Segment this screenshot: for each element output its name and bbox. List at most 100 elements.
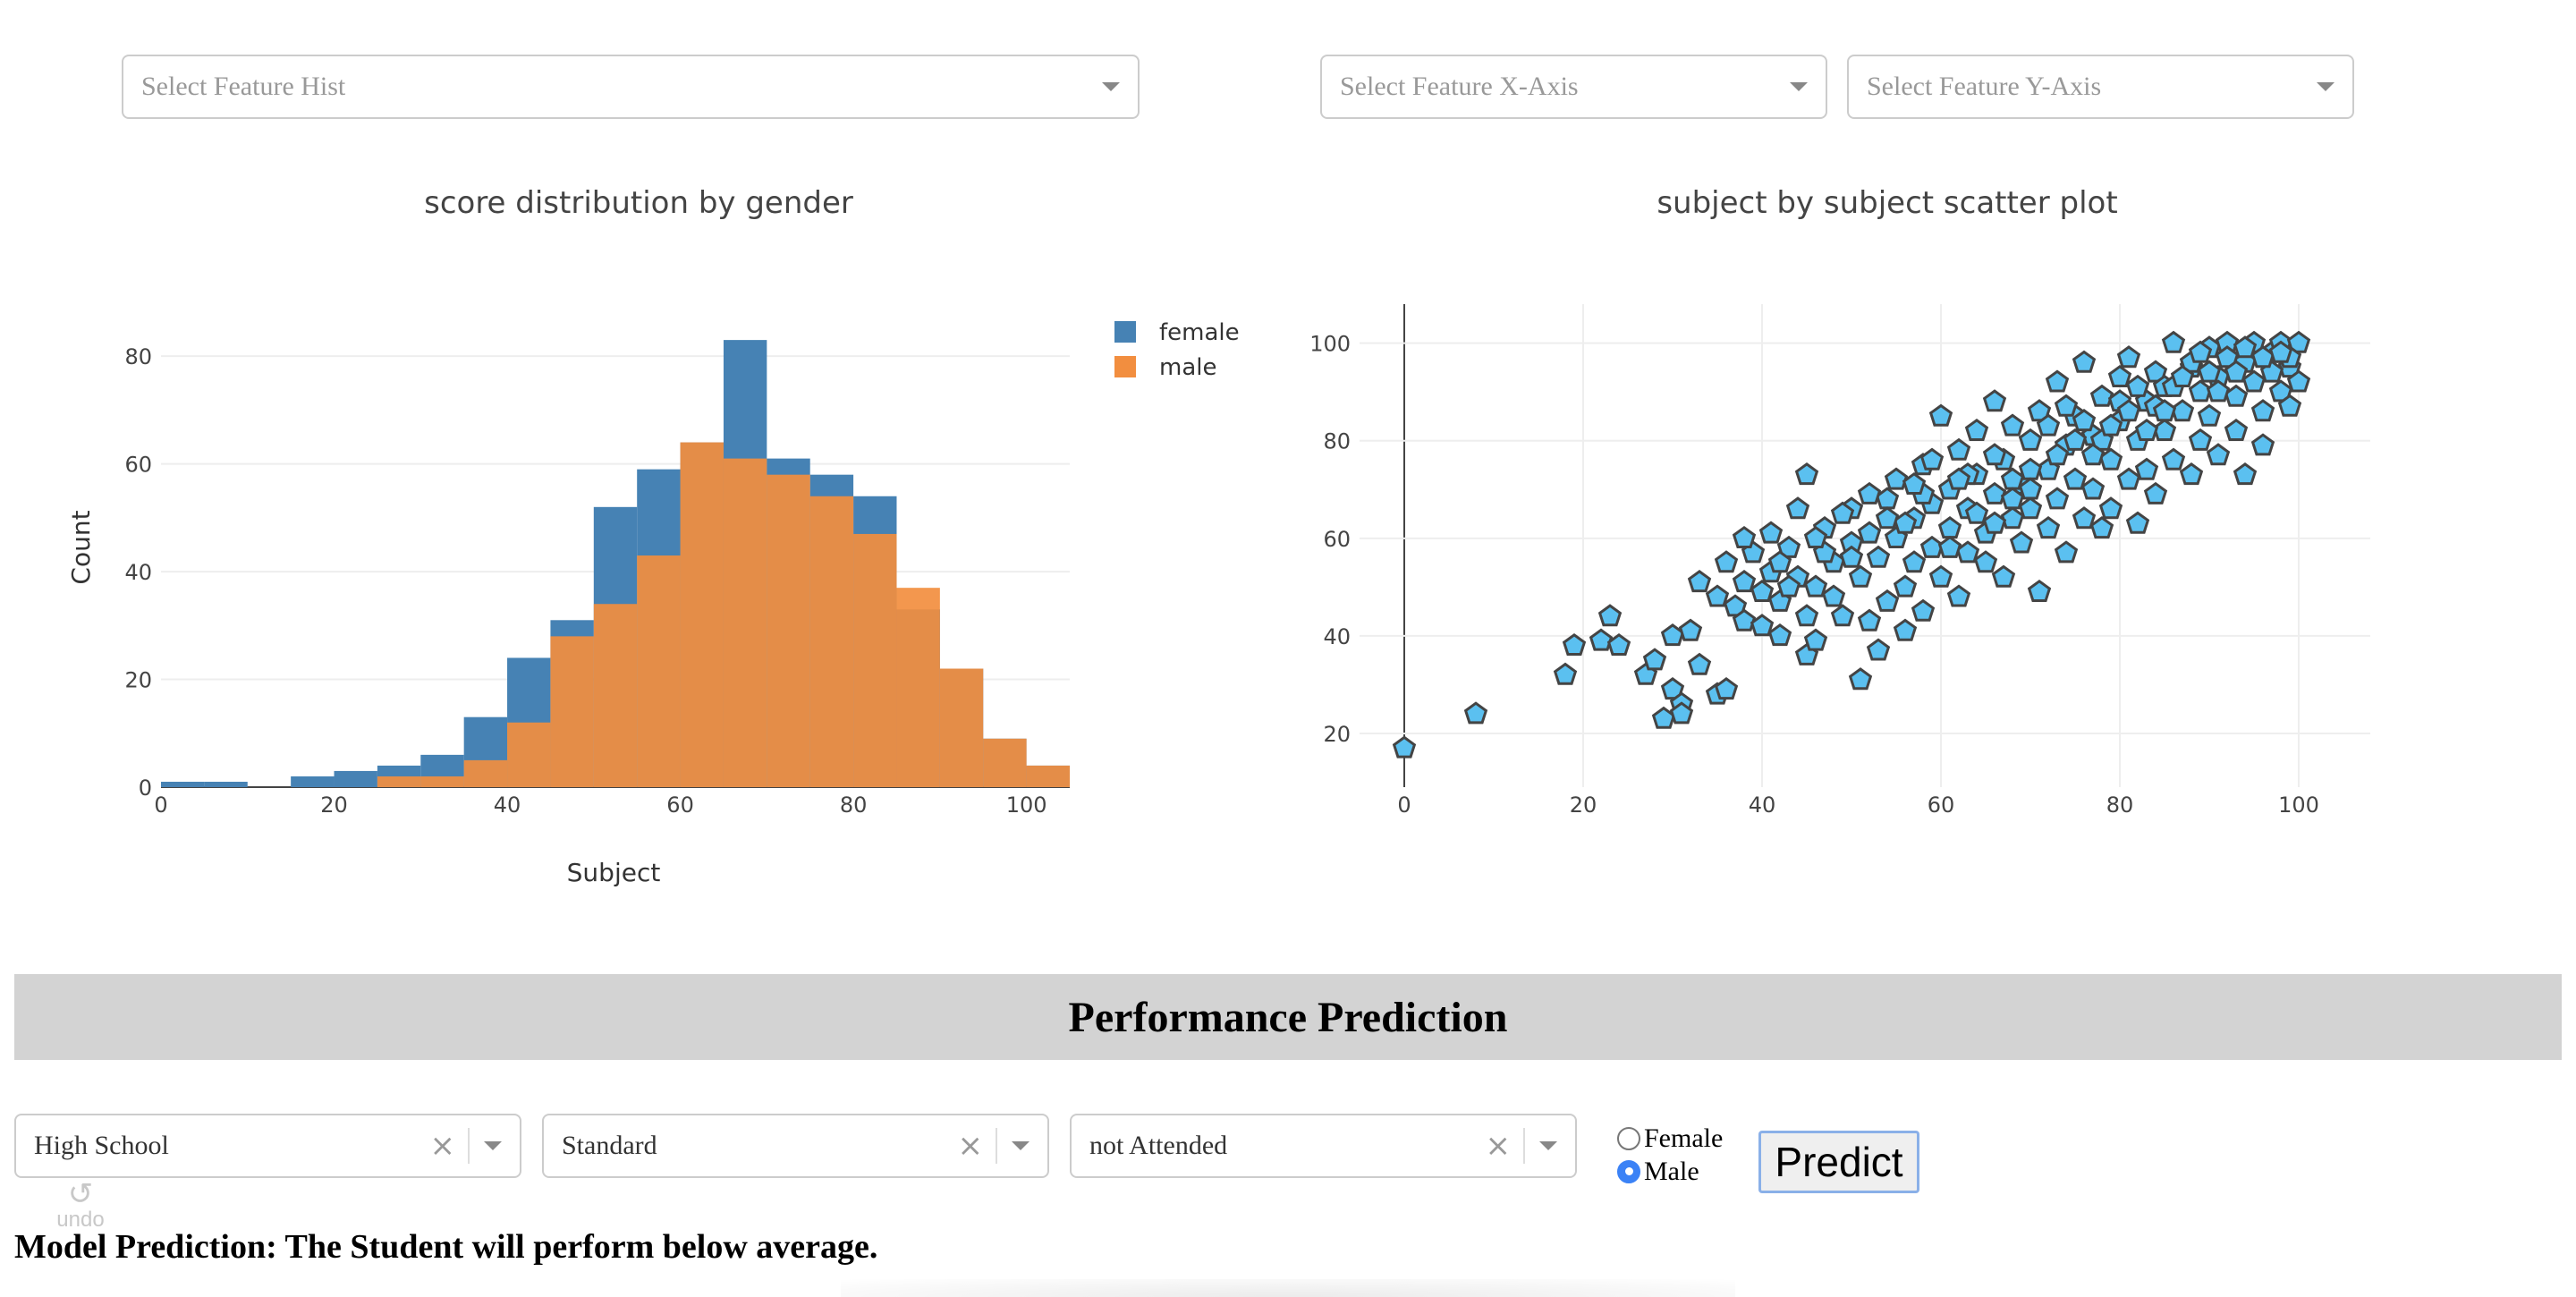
- x-tick-label: 0: [154, 793, 167, 818]
- chevron-down-icon[interactable]: [484, 1141, 502, 1150]
- bar-female: [204, 781, 248, 787]
- undo-icon[interactable]: ↺: [67, 1176, 94, 1212]
- y-tick-label: 40: [124, 560, 152, 585]
- scatter-point: [2018, 477, 2043, 500]
- scatter-point: [2116, 345, 2141, 369]
- legend-label-male[interactable]: male: [1159, 354, 1216, 381]
- chevron-down-icon[interactable]: [1102, 82, 1120, 91]
- histogram-legend[interactable]: female male: [1114, 319, 1240, 381]
- scatter-points: [1392, 330, 2311, 759]
- banner-title: Performance Prediction: [1068, 993, 1508, 1041]
- scatter-point: [1562, 632, 1587, 656]
- scatter-point: [2268, 340, 2293, 363]
- clear-icon[interactable]: ×: [1485, 1128, 1512, 1164]
- scatter-point: [1687, 570, 1712, 593]
- y-tick-label: 20: [1323, 722, 1351, 747]
- scatter-point: [2268, 379, 2293, 403]
- clear-icon[interactable]: ×: [429, 1128, 456, 1164]
- scatter-point: [2143, 360, 2168, 383]
- scatter-point: [2125, 374, 2150, 397]
- radio-male[interactable]: [1617, 1159, 1640, 1183]
- scatter-point: [1919, 447, 1945, 470]
- y-tick-label: 60: [1323, 527, 1351, 552]
- scatter-point: [2045, 443, 2070, 466]
- x-tick-label: 60: [1928, 793, 1955, 818]
- y-axis-feature-dropdown[interactable]: Select Feature Y-Axis: [1847, 55, 2354, 119]
- undo-label[interactable]: undo: [56, 1208, 105, 1232]
- chevron-down-icon[interactable]: [1012, 1141, 1030, 1150]
- scatter-point: [1830, 604, 1855, 627]
- x-axis-feature-dropdown[interactable]: Select Feature X-Axis: [1320, 55, 1827, 119]
- bar-male: [939, 668, 984, 787]
- clear-icon[interactable]: ×: [957, 1128, 984, 1164]
- scatter-point: [2107, 364, 2132, 387]
- scatter-point: [1463, 701, 1488, 725]
- x-tick-label: 100: [2278, 793, 2319, 818]
- y-tick-label: 80: [1323, 429, 1351, 454]
- hist-feature-dropdown[interactable]: Select Feature Hist: [122, 55, 1140, 119]
- lunch-dropdown[interactable]: Standard ×: [542, 1114, 1049, 1178]
- scatter-point: [2277, 394, 2302, 417]
- scatter-point: [2188, 428, 2213, 451]
- scatter-point: [2206, 379, 2231, 403]
- chevron-down-icon[interactable]: [1790, 82, 1808, 91]
- predict-button[interactable]: Predict: [1758, 1131, 1919, 1193]
- scatter-point: [2018, 496, 2043, 520]
- histogram-chart[interactable]: score distribution by gender 0 20 40 60 80 10…: [0, 0, 1288, 930]
- scatter-point: [2134, 457, 2159, 480]
- scatter-point: [1928, 403, 1953, 427]
- scatter-point: [2134, 418, 2159, 441]
- scatter-point: [1893, 618, 1918, 641]
- scatter-point: [2072, 409, 2097, 432]
- chevron-down-icon[interactable]: [2317, 82, 2334, 91]
- scatter-point: [1776, 574, 1801, 598]
- gender-label-male[interactable]: Male: [1644, 1157, 1699, 1186]
- y-tick-label: 80: [124, 344, 152, 369]
- scatter-point: [2072, 506, 2097, 530]
- gender-option-female[interactable]: Female: [1617, 1122, 1723, 1155]
- scatter-point: [1848, 564, 1873, 588]
- scatter-point: [1937, 516, 1962, 539]
- performance-prediction-banner: Performance Prediction: [14, 974, 2562, 1060]
- histogram-bars: [161, 340, 1070, 787]
- scatter-point: [1750, 614, 1775, 637]
- scatter-point: [1893, 574, 1918, 598]
- scatter-point: [1928, 564, 1953, 588]
- scatter-point: [1794, 604, 1819, 627]
- undo-button[interactable]: ↺ undo: [55, 1179, 106, 1231]
- bar-male: [637, 555, 681, 787]
- x-tick-label: 40: [494, 793, 521, 818]
- scatter-y-ticks: 20 40 60 80 100: [1309, 332, 1351, 747]
- prep-course-dropdown[interactable]: not Attended ×: [1070, 1114, 1577, 1178]
- scatter-point: [1902, 550, 1927, 573]
- scatter-point: [2098, 413, 2123, 437]
- scatter-point: [1982, 511, 2007, 534]
- chevron-down-icon[interactable]: [1539, 1141, 1557, 1150]
- scatter-point: [2018, 428, 2043, 451]
- gender-option-male[interactable]: Male: [1617, 1155, 1723, 1188]
- legend-label-female[interactable]: female: [1159, 319, 1240, 346]
- scatter-point: [1767, 550, 1792, 573]
- scatter-point: [1982, 481, 2007, 504]
- histogram-x-label: Subject: [567, 858, 661, 887]
- scatter-chart[interactable]: subject by subject scatter plot 0 20 40 60 8…: [1288, 0, 2576, 930]
- scatter-point: [2045, 487, 2070, 510]
- model-prediction-text: Model Prediction: The Student will perfo…: [14, 1228, 878, 1266]
- scatter-point: [1937, 535, 1962, 558]
- education-dropdown[interactable]: High School ×: [14, 1114, 521, 1178]
- scatter-point: [1794, 462, 1819, 486]
- scatter-point: [1732, 608, 1757, 632]
- radio-female[interactable]: [1617, 1126, 1640, 1150]
- scatter-point: [1732, 570, 1757, 593]
- scatter-point: [1946, 584, 1971, 607]
- scatter-point: [2286, 369, 2311, 393]
- gender-radio-group: Female Male: [1617, 1122, 1723, 1188]
- scatter-point: [2250, 399, 2275, 422]
- gender-label-female[interactable]: Female: [1644, 1123, 1724, 1153]
- legend-swatch-female[interactable]: [1114, 321, 1136, 343]
- bar-male: [896, 588, 940, 787]
- legend-swatch-male[interactable]: [1114, 356, 1136, 377]
- x-axis-feature-placeholder: Select Feature X-Axis: [1340, 72, 1579, 101]
- scatter-point: [2241, 369, 2267, 393]
- y-tick-label: 40: [1323, 624, 1351, 649]
